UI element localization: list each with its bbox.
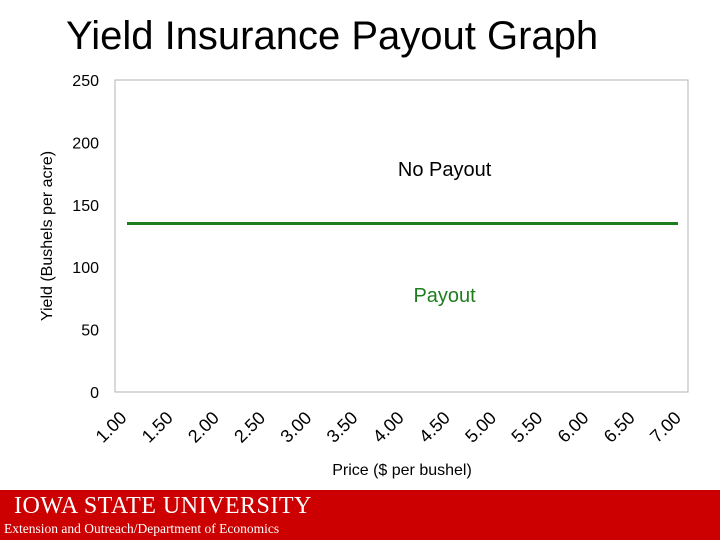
x-tick-label: 2.50 (230, 408, 269, 447)
y-tick-label: 0 (90, 385, 99, 402)
x-tick-label: 3.50 (323, 408, 362, 447)
x-tick-label: 2.00 (184, 408, 223, 447)
annotation-label: No Payout (398, 159, 492, 181)
x-tick-labels: 1.00 1.50 2.00 2.50 3.00 3.50 4.00 4.50 5.00 5.50… (92, 408, 685, 447)
university-wordmark: IOWA STATE UNIVERSITY (14, 493, 312, 519)
x-tick-label: 6.50 (600, 408, 639, 447)
x-tick-label: 4.50 (415, 408, 454, 447)
department-line: Extension and Outreach/Department of Eco… (4, 521, 280, 536)
plot-area (114, 79, 689, 393)
x-tick-label: 1.00 (92, 408, 131, 447)
y-tick-label: 250 (72, 73, 99, 90)
x-tick-label: 1.50 (138, 408, 177, 447)
slide-title: Yield Insurance Payout Graph (66, 14, 599, 58)
x-tick-label: 3.00 (276, 408, 315, 447)
y-tick-label: 200 (72, 135, 99, 152)
x-tick-label: 7.00 (646, 408, 685, 447)
x-tick-label: 5.00 (461, 408, 500, 447)
yield-chart: 0 50 100 150 200 250 1.00 1.50 2.00 2.50 3.00 3.50… (39, 73, 689, 479)
x-axis-label: Price ($ per bushel) (332, 462, 472, 479)
annotations: No Payout Payout (398, 159, 492, 307)
x-tick-label: 6.00 (554, 408, 593, 447)
annotation-label: Payout (413, 285, 476, 307)
x-tick-label: 4.00 (369, 408, 408, 447)
y-axis-label: Yield (Bushels per acre) (39, 151, 56, 321)
y-tick-label: 150 (72, 198, 99, 215)
y-tick-label: 100 (72, 260, 99, 277)
footer-bar: IOWA STATE UNIVERSITY Extension and Outr… (0, 490, 720, 540)
x-tick-label: 5.50 (507, 408, 546, 447)
y-tick-label: 50 (81, 323, 99, 340)
y-tick-labels: 0 50 100 150 200 250 (72, 73, 99, 402)
